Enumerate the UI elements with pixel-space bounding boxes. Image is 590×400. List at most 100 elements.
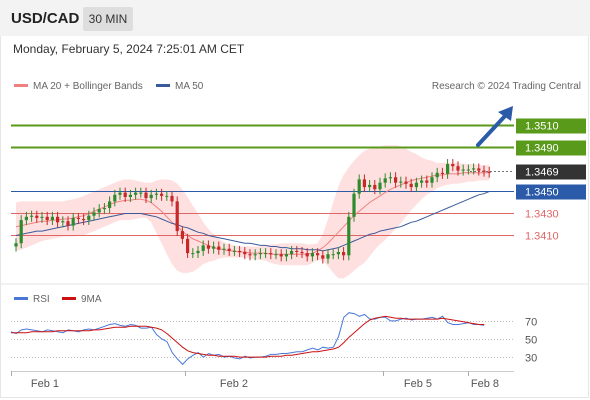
candle-30: [170, 190, 174, 207]
chart-datetime: Monday, February 5, 2024 7:25:01 AM CET: [13, 42, 245, 56]
candle-37: [206, 240, 210, 254]
candle-53: [290, 245, 294, 260]
candle-body-65: [352, 193, 356, 217]
candle-body-88: [472, 168, 476, 170]
candles-layer: [14, 159, 491, 264]
candle-14: [87, 210, 91, 226]
candle-88: [472, 163, 476, 175]
candle-49: [269, 248, 273, 260]
candle-body-74: [399, 181, 403, 183]
candle-67: [362, 174, 366, 193]
candle-29: [165, 190, 169, 201]
candle-3: [30, 210, 34, 222]
candle-body-20: [118, 192, 122, 195]
candle-27: [154, 188, 158, 200]
candle-body-86: [461, 169, 465, 171]
candle-36: [201, 240, 205, 256]
candle-9: [61, 216, 65, 228]
time-tick-label-3: Feb 8: [471, 378, 499, 390]
candle-body-23: [134, 192, 138, 195]
candle-59: [321, 250, 325, 264]
candle-25: [144, 187, 148, 204]
candle-body-80: [430, 177, 434, 183]
candle-57: [310, 248, 314, 262]
level-label-4: 1.3430: [525, 209, 559, 221]
candle-body-1: [19, 220, 23, 244]
candle-80: [430, 172, 434, 188]
legend-ma50-label: MA 50: [175, 81, 204, 92]
candle-body-44: [243, 252, 247, 255]
candle-64: [347, 211, 351, 261]
candle-body-70: [378, 182, 382, 190]
candle-74: [399, 176, 403, 188]
candle-18: [108, 196, 112, 213]
current-price-text: 1.3469: [525, 167, 559, 179]
candle-46: [253, 249, 257, 261]
candle-body-27: [154, 193, 158, 195]
legend-ma20-swatch: [14, 84, 28, 87]
chart-frame: [0, 36, 589, 398]
candle-body-12: [76, 217, 80, 219]
candle-34: [191, 248, 195, 259]
level-label-2: 1.3469: [516, 164, 586, 180]
candle-body-35: [196, 250, 200, 254]
candle-body-81: [435, 172, 439, 178]
candle-body-41: [227, 248, 231, 251]
candle-body-45: [248, 254, 252, 256]
moving-averages-layer: [15, 172, 490, 255]
candle-body-71: [383, 178, 387, 183]
time-axis: Feb 1 Feb 2 Feb 5 Feb 8: [11, 371, 514, 390]
candle-body-16: [97, 209, 101, 213]
projection-arrow-shaft: [476, 114, 507, 147]
candle-31: [175, 196, 179, 237]
toolbar: USD/CAD 30 MIN: [0, 0, 590, 36]
candle-55: [300, 247, 304, 259]
candle-26: [149, 189, 153, 204]
candle-body-25: [144, 192, 148, 199]
candle-body-30: [170, 195, 174, 202]
candle-52: [284, 249, 288, 262]
candle-body-39: [217, 246, 221, 250]
candle-body-18: [108, 201, 112, 208]
bollinger-band: [16, 145, 490, 279]
candle-body-42: [232, 250, 236, 252]
candle-body-72: [388, 177, 392, 179]
rsi-ma-line: [11, 315, 485, 358]
candle-body-53: [290, 250, 294, 255]
candle-83: [446, 159, 450, 179]
timeframe-button[interactable]: 30 MIN: [83, 7, 133, 31]
candle-24: [139, 187, 143, 198]
candle-body-8: [56, 216, 60, 223]
candle-8: [56, 211, 60, 228]
candle-23: [134, 187, 138, 200]
resistance-text-1: 1.3490: [525, 143, 559, 155]
candle-body-51: [279, 254, 283, 257]
candle-body-40: [222, 248, 226, 250]
candle-body-4: [35, 215, 39, 218]
candle-body-64: [347, 216, 351, 256]
candle-body-37: [206, 245, 210, 249]
candle-body-85: [456, 166, 460, 171]
candle-body-11: [71, 217, 75, 226]
candle-body-47: [258, 253, 262, 255]
candle-19: [113, 189, 117, 207]
candle-13: [82, 214, 86, 226]
legend-ma50-swatch: [156, 84, 170, 87]
level-label-0: 1.3510: [516, 118, 586, 134]
candle-87: [466, 164, 470, 175]
candle-77: [414, 177, 418, 193]
time-tick-label-1: Feb 2: [220, 378, 248, 390]
candle-body-90: [482, 170, 486, 172]
candle-1: [19, 215, 23, 249]
candle-45: [248, 249, 252, 261]
candle-body-77: [414, 182, 418, 188]
candle-4: [35, 210, 39, 223]
credit-text: Research © 2024 Trading Central: [432, 81, 581, 92]
support-text-4: 1.3430: [525, 209, 559, 221]
projection-arrow-head: [498, 106, 513, 121]
candle-68: [368, 179, 372, 193]
candle-5: [40, 211, 44, 223]
candle-body-36: [201, 245, 205, 251]
candle-22: [128, 189, 132, 202]
candle-48: [264, 248, 268, 259]
